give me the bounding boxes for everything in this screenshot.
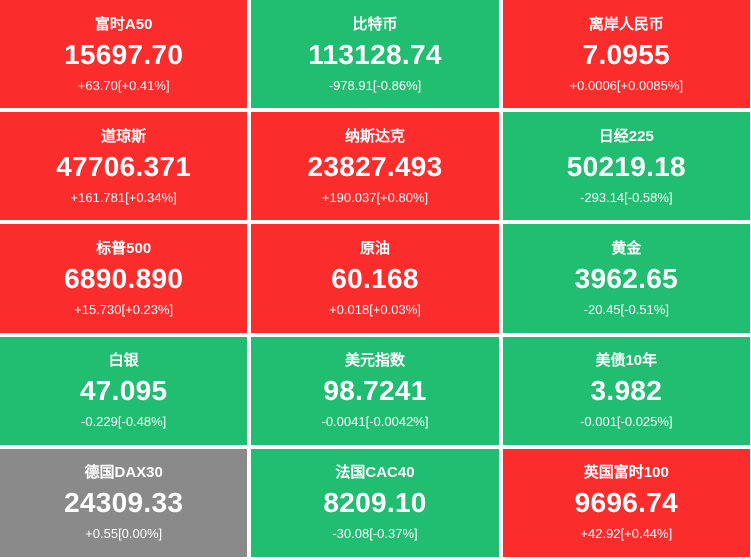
market-value: 47706.371: [56, 150, 192, 182]
market-name: 离岸人民币: [588, 15, 664, 33]
market-change: +63.70[+0.41%]: [77, 77, 170, 93]
market-value: 6890.890: [64, 262, 184, 294]
market-name: 黄金: [611, 239, 642, 257]
market-change: -0.001[-0.025%]: [580, 414, 673, 430]
market-change: +0.55[0.00%]: [85, 526, 163, 542]
market-name: 白银: [108, 352, 139, 370]
market-name: 美元指数: [344, 352, 405, 370]
market-tile[interactable]: 富时A50 15697.70 +63.70[+0.41%]: [0, 0, 248, 109]
market-tile[interactable]: 美元指数 98.7241 -0.0041[-0.0042%]: [251, 336, 499, 445]
market-value: 50219.18: [566, 150, 686, 182]
market-tile[interactable]: 日经225 50219.18 -293.14[-0.58%]: [502, 112, 750, 221]
market-change: -293.14[-0.58%]: [580, 189, 673, 205]
market-change: -30.08[-0.37%]: [332, 526, 418, 542]
market-name: 英国富时100: [583, 464, 669, 482]
market-change: -20.45[-0.51%]: [583, 301, 669, 317]
market-change: +15.730[+0.23%]: [74, 301, 174, 317]
market-name: 美债10年: [595, 352, 658, 370]
market-tile[interactable]: 标普500 6890.890 +15.730[+0.23%]: [0, 224, 248, 333]
market-name: 德国DAX30: [84, 464, 163, 482]
market-change: +0.0006[+0.0085%]: [569, 77, 684, 93]
market-name: 道琼斯: [101, 127, 147, 145]
market-value: 9696.74: [574, 487, 678, 519]
market-value: 7.0955: [582, 38, 671, 70]
market-name: 标普500: [96, 239, 152, 257]
market-value: 24309.33: [64, 487, 184, 519]
market-value: 47.095: [79, 375, 168, 407]
market-name: 日经225: [598, 127, 654, 145]
market-value: 15697.70: [64, 38, 184, 70]
market-tile[interactable]: 法国CAC40 8209.10 -30.08[-0.37%]: [251, 448, 499, 557]
market-value: 60.168: [331, 262, 419, 294]
market-tile[interactable]: 德国DAX30 24309.33 +0.55[0.00%]: [0, 448, 248, 557]
market-change: +161.781[+0.34%]: [70, 189, 177, 205]
market-change: +42.92[+0.44%]: [580, 526, 673, 542]
market-name: 比特币: [352, 15, 398, 33]
market-tile[interactable]: 离岸人民币 7.0955 +0.0006[+0.0085%]: [502, 0, 750, 109]
market-value: 23827.493: [307, 150, 443, 182]
market-tile[interactable]: 纳斯达克 23827.493 +190.037[+0.80%]: [251, 112, 499, 221]
market-change: -0.0041[-0.0042%]: [321, 414, 429, 430]
market-tile[interactable]: 英国富时100 9696.74 +42.92[+0.44%]: [502, 448, 750, 557]
market-tile[interactable]: 美债10年 3.982 -0.001[-0.025%]: [502, 336, 750, 445]
market-value: 113128.74: [308, 38, 442, 70]
market-change: -978.91[-0.86%]: [328, 77, 422, 93]
market-tile[interactable]: 比特币 113128.74 -978.91[-0.86%]: [251, 0, 499, 109]
market-change: +190.037[+0.80%]: [321, 189, 429, 205]
market-name: 纳斯达克: [344, 127, 405, 145]
market-change: +0.018[+0.03%]: [329, 301, 421, 317]
market-value: 3.982: [590, 375, 663, 407]
market-value: 98.7241: [323, 375, 427, 407]
market-change: -0.229[-0.48%]: [81, 414, 167, 430]
market-tile[interactable]: 原油 60.168 +0.018[+0.03%]: [251, 224, 499, 333]
market-name: 法国CAC40: [335, 464, 415, 482]
market-tile[interactable]: 黄金 3962.65 -20.45[-0.51%]: [502, 224, 750, 333]
market-value: 3962.65: [574, 262, 678, 294]
market-value: 8209.10: [323, 487, 427, 519]
market-tile[interactable]: 白银 47.095 -0.229[-0.48%]: [0, 336, 248, 445]
market-name: 富时A50: [94, 15, 153, 33]
market-name: 原油: [359, 239, 390, 257]
market-tile[interactable]: 道琼斯 47706.371 +161.781[+0.34%]: [0, 112, 248, 221]
